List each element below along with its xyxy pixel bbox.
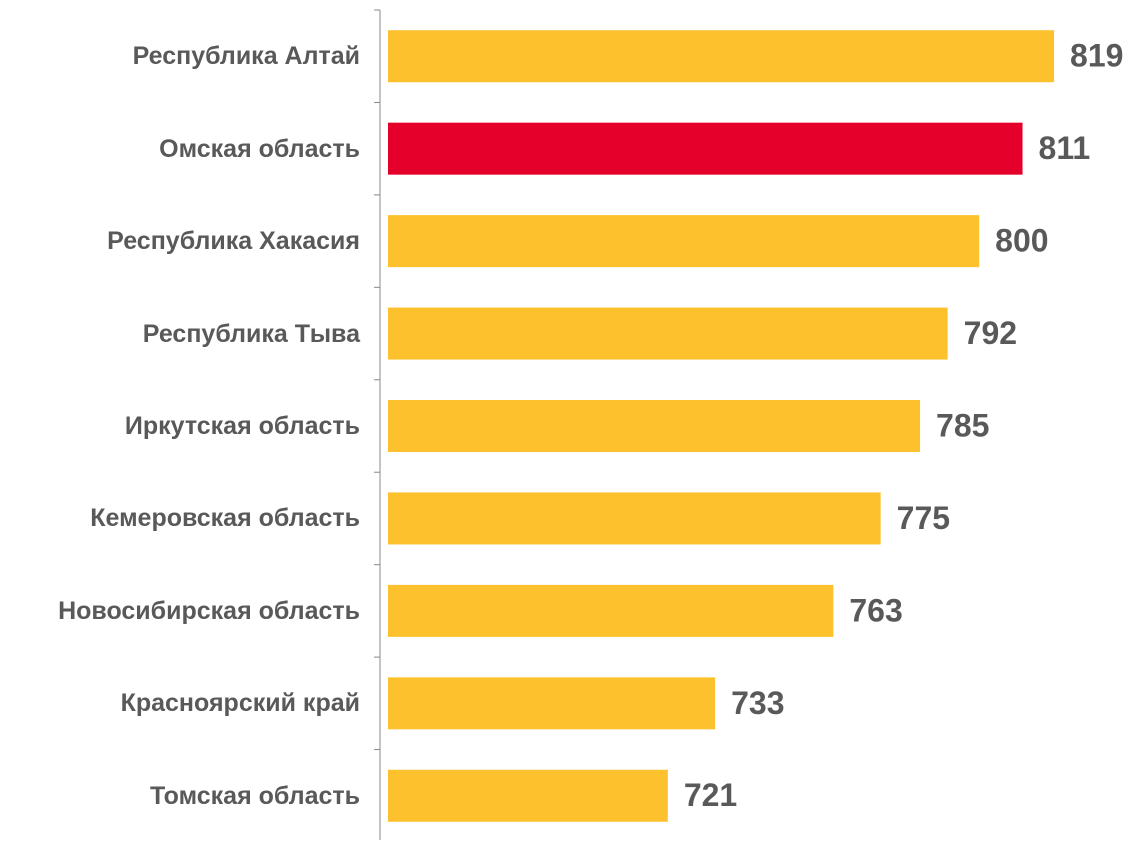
bar: [388, 769, 668, 822]
value-label: 792: [964, 315, 1017, 351]
category-label: Республика Хакасия: [107, 227, 360, 256]
bar: [388, 492, 881, 545]
bar: [388, 30, 1055, 83]
value-label: 775: [897, 500, 950, 536]
category-label: Республика Тыва: [142, 319, 360, 348]
value-label: 721: [684, 777, 737, 813]
category-label: Республика Алтай: [132, 42, 360, 71]
value-label: 811: [1039, 130, 1091, 166]
value-label: 785: [936, 407, 989, 443]
value-label: 733: [731, 685, 784, 721]
value-label: 763: [849, 592, 902, 628]
bar: [388, 677, 716, 730]
category-label: Кемеровская область: [90, 504, 360, 533]
bar: [388, 122, 1023, 175]
category-label: Новосибирская область: [58, 596, 360, 625]
bar: [388, 215, 980, 268]
category-label: Иркутская область: [124, 412, 360, 440]
value-label: 819: [1070, 38, 1123, 74]
value-label: 800: [995, 223, 1048, 259]
bar: [388, 400, 921, 452]
category-label: Омская область: [159, 134, 360, 163]
category-label: Красноярский край: [120, 689, 360, 718]
category-label: Томская область: [149, 781, 360, 810]
bar: [388, 584, 834, 637]
bar: [388, 307, 948, 360]
